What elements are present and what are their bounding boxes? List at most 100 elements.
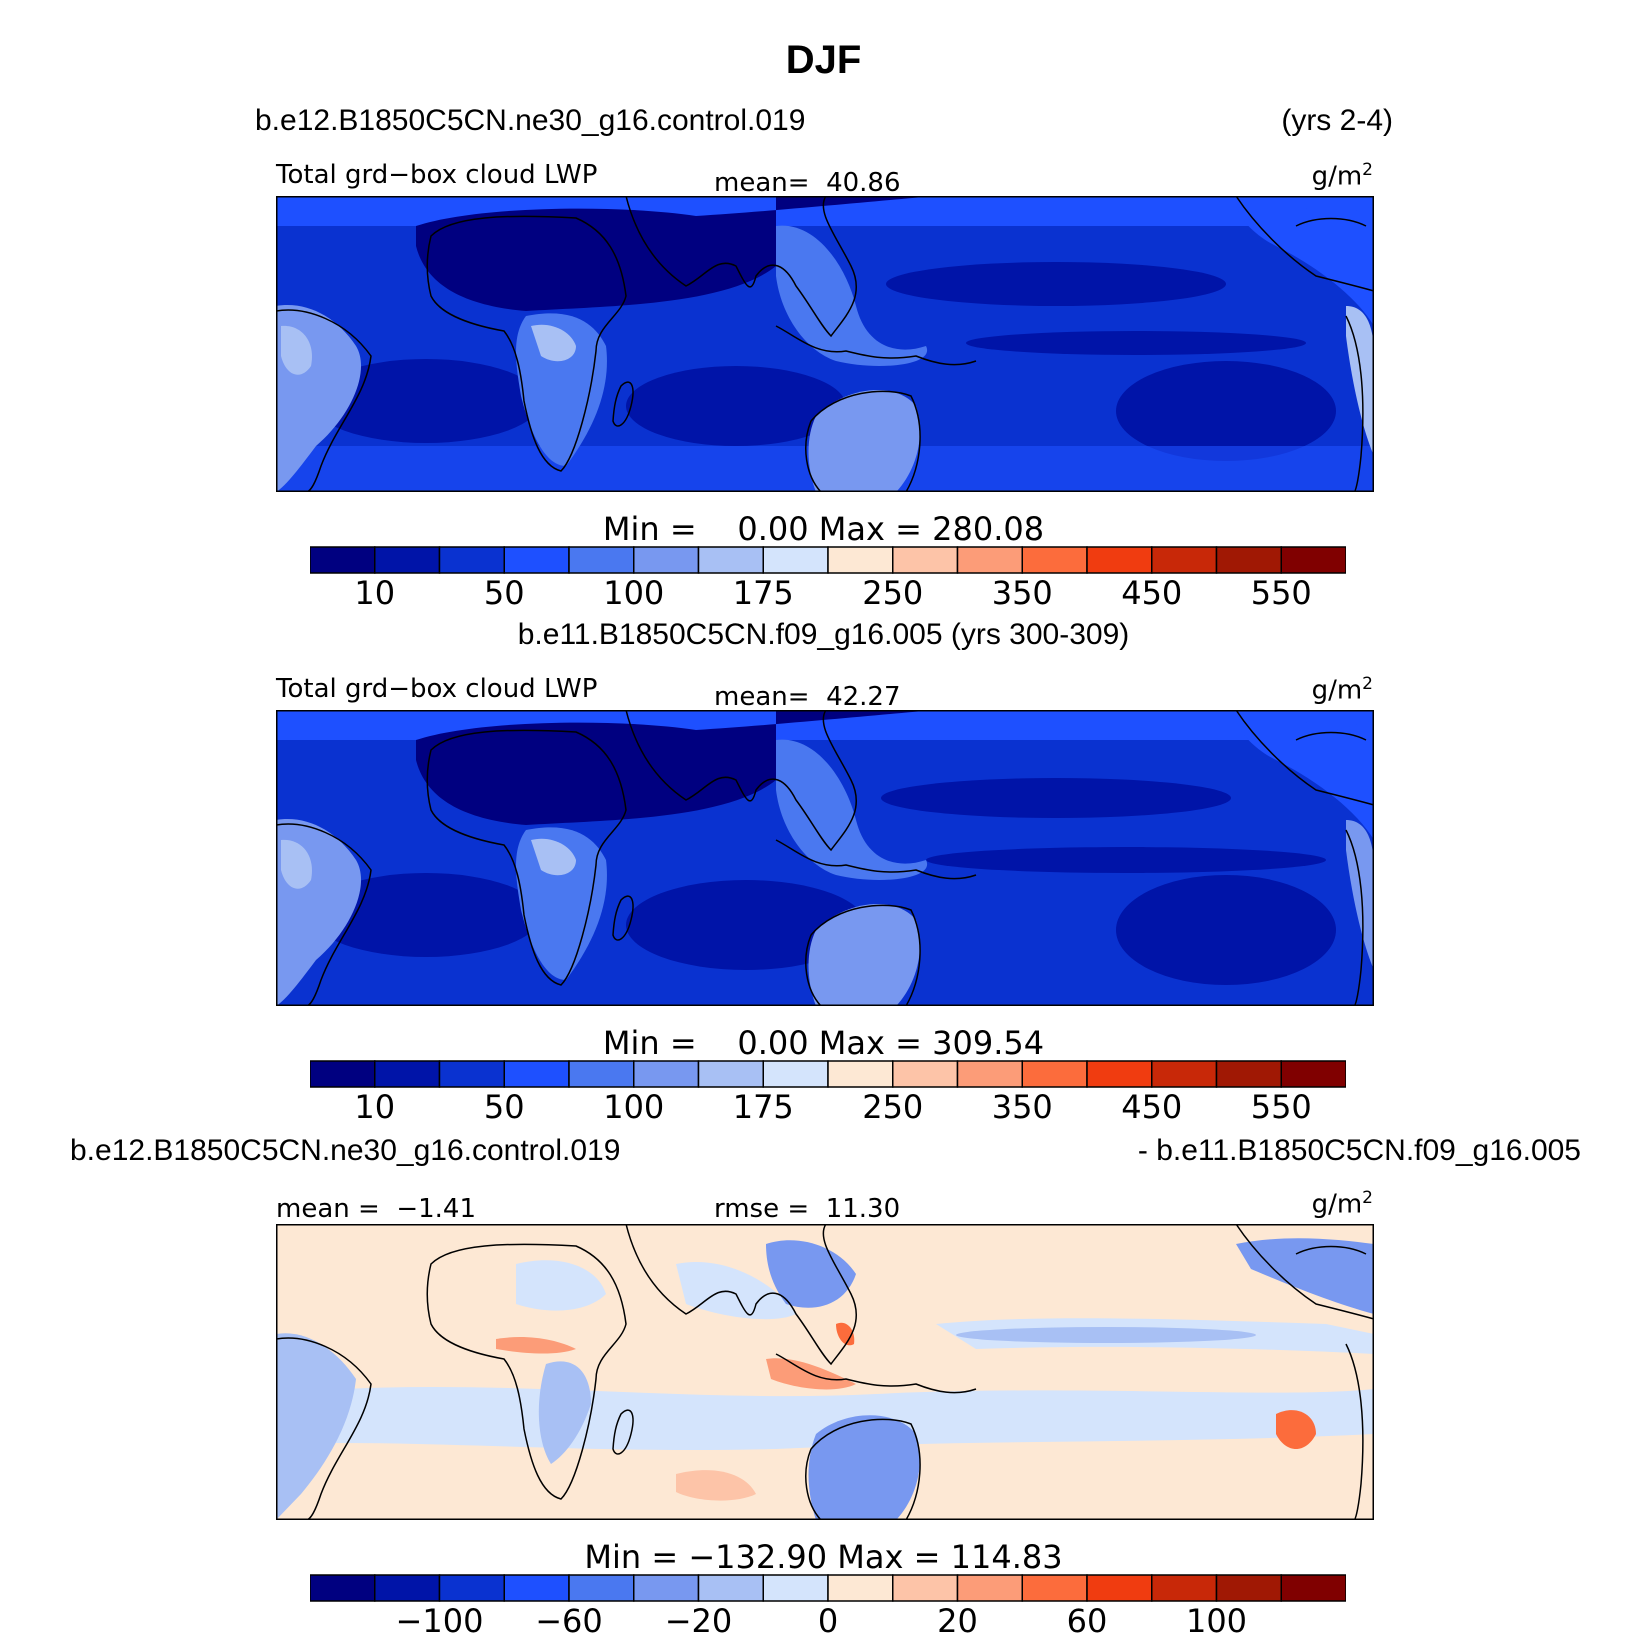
central-africa bbox=[516, 313, 607, 466]
panel-2-case-title: b.e11.B1850C5CN.f09_g16.005 (yrs 300-309… bbox=[517, 618, 1130, 651]
southeast-asia-coast bbox=[775, 839, 977, 880]
central-africa bbox=[516, 827, 607, 980]
colorbar-box bbox=[310, 1060, 376, 1088]
colorbar-box bbox=[956, 1060, 1023, 1088]
colorbar-box bbox=[1151, 1574, 1218, 1602]
southeast-pacific-low bbox=[1116, 875, 1336, 985]
colorbar-box bbox=[1086, 1060, 1153, 1088]
colorbar-tick-label: 60 bbox=[1066, 1602, 1108, 1640]
colorbar-tick-label: 100 bbox=[1185, 1602, 1248, 1640]
panel-3-map bbox=[276, 1224, 1374, 1520]
colorbar-box bbox=[956, 546, 1023, 574]
mean-label: mean= bbox=[714, 682, 810, 712]
south-indian-red bbox=[676, 1470, 756, 1501]
colorbar-tick-label: 175 bbox=[732, 1088, 794, 1126]
central-america bbox=[1236, 718, 1374, 840]
central-america bbox=[1236, 204, 1374, 326]
colorbar-tick-label: 350 bbox=[991, 574, 1053, 612]
panel-2-colorbar-ticks: 10 50 100 175 250 350 450 550 bbox=[310, 1088, 1346, 1128]
colorbar-tick-label: 250 bbox=[862, 1088, 924, 1126]
south-america-coast bbox=[276, 1337, 372, 1520]
panel-2-variable: Total grd−box cloud LWP bbox=[276, 674, 598, 704]
colorbar-tick-label: 175 bbox=[732, 574, 794, 612]
australia bbox=[808, 903, 920, 1006]
african-itcz-red bbox=[496, 1337, 576, 1354]
colorbar-tick-label: −60 bbox=[535, 1602, 603, 1640]
mean-label: mean= bbox=[714, 168, 810, 198]
australia-coast bbox=[805, 1418, 921, 1520]
panel-1-mean: mean= 40.86 bbox=[714, 168, 901, 198]
colorbar-box bbox=[503, 1060, 570, 1088]
panel-2-min-max: Min = 0.00 Max = 309.54 bbox=[0, 1024, 1647, 1062]
units-text: g/m bbox=[1311, 161, 1363, 192]
asia-coast bbox=[625, 710, 857, 852]
north-america-coast bbox=[1235, 1224, 1374, 1320]
ocean-patterns bbox=[276, 196, 1374, 492]
colorbar-box bbox=[1086, 1574, 1153, 1602]
colorbar-tick-label: 10 bbox=[354, 574, 396, 612]
colorbar-box bbox=[762, 1060, 829, 1088]
colorbar-tick-label: 350 bbox=[991, 1088, 1053, 1126]
pacific-trade-zone-north bbox=[886, 262, 1226, 306]
min-label: Min = bbox=[602, 1024, 697, 1062]
colorbar-box bbox=[1021, 546, 1088, 574]
pacific-itcz bbox=[926, 847, 1326, 873]
colorbar-box bbox=[1021, 1574, 1088, 1602]
colorbar-tick-label: 10 bbox=[354, 1088, 396, 1126]
coastlines bbox=[276, 710, 1374, 1006]
panel-2-colorbar bbox=[310, 1060, 1346, 1088]
colorbar-tick-label: 100 bbox=[603, 1088, 665, 1126]
sahara-arabia bbox=[416, 710, 936, 825]
asia-coast bbox=[625, 1224, 857, 1366]
panel-3-rmse: rmse = 11.30 bbox=[714, 1194, 900, 1224]
madagascar-coast bbox=[612, 895, 634, 941]
colorbar-box bbox=[956, 1574, 1023, 1602]
min-label: Min = bbox=[602, 510, 697, 548]
rmse-label: rmse = bbox=[714, 1194, 810, 1224]
panel-3-colorbar bbox=[310, 1574, 1346, 1602]
north-america-blue bbox=[1236, 1238, 1374, 1314]
south-america-coast bbox=[276, 309, 372, 492]
min-value: −132.90 bbox=[688, 1538, 828, 1576]
africa-coast bbox=[426, 729, 627, 986]
difference-patterns bbox=[276, 1238, 1374, 1520]
colorbar-box bbox=[568, 546, 635, 574]
panel-3-case-title-right: - b.e11.B1850C5CN.f09_g16.005 bbox=[1137, 1134, 1581, 1167]
panel-3-case-title-left: b.e12.B1850C5CN.ne30_g16.control.019 bbox=[70, 1134, 621, 1167]
colorbar-box bbox=[1280, 1574, 1346, 1602]
max-label: Max = bbox=[837, 1538, 941, 1576]
land-patterns bbox=[276, 196, 1374, 492]
colorbar-box bbox=[697, 1060, 764, 1088]
south-america-west-coast bbox=[1345, 315, 1364, 492]
madagascar-coast bbox=[612, 381, 634, 427]
colorbar-box bbox=[438, 1060, 505, 1088]
south-america-coast bbox=[276, 823, 372, 1006]
sahara-blue bbox=[516, 1260, 606, 1311]
pacific-itcz bbox=[966, 331, 1306, 355]
pacific-trade-zone-north bbox=[881, 778, 1231, 818]
south-america-blue bbox=[276, 1333, 356, 1520]
max-value: 280.08 bbox=[932, 510, 1045, 548]
panel-1-colorbar-ticks: 10 50 100 175 250 350 450 550 bbox=[310, 574, 1346, 614]
mean-value: 42.27 bbox=[826, 682, 901, 712]
indian-ocean-low bbox=[626, 366, 846, 446]
panel-1-units: g/m2 bbox=[1312, 160, 1373, 192]
units-superscript: 2 bbox=[1362, 674, 1373, 694]
sahara-arabia bbox=[416, 196, 936, 311]
page-title: DJF bbox=[785, 38, 862, 82]
colorbar-box bbox=[310, 546, 376, 574]
south-america-west-coast bbox=[1345, 829, 1364, 1006]
rmse-value: 11.30 bbox=[825, 1194, 901, 1224]
units-superscript: 2 bbox=[1362, 160, 1373, 180]
panel-1-min-max: Min = 0.00 Max = 280.08 bbox=[0, 510, 1647, 548]
colorbar-tick-label: 50 bbox=[483, 574, 525, 612]
units-superscript: 2 bbox=[1362, 1188, 1373, 1208]
north-america-coast bbox=[1235, 710, 1374, 806]
asia-blue bbox=[766, 1240, 856, 1308]
maritime-continent bbox=[776, 225, 928, 366]
land-patterns bbox=[276, 710, 1374, 1006]
colorbar-box bbox=[892, 546, 959, 574]
colorbar-box bbox=[827, 1574, 894, 1602]
colorbar-tick-label: 450 bbox=[1121, 1088, 1183, 1126]
north-america-coast bbox=[1235, 196, 1374, 292]
